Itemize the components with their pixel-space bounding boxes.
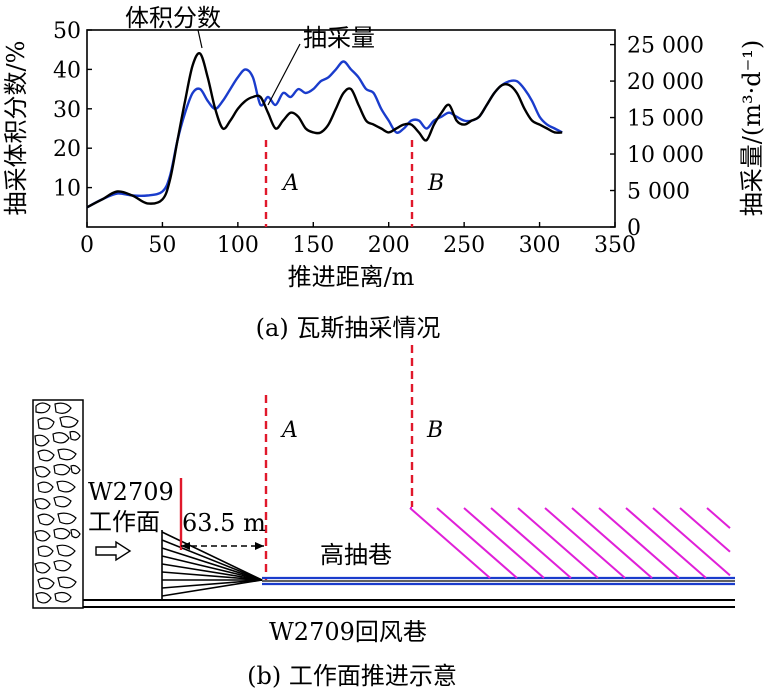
borehole-hatch-line — [598, 507, 680, 579]
y-left-tick-label: 40 — [53, 58, 81, 83]
borehole-hatch — [409, 507, 731, 579]
plot-frame — [86, 29, 616, 228]
series-label-extraction: 抽采量 — [303, 24, 375, 52]
y-right-tick-label: 5 000 — [627, 180, 690, 205]
borehole-hatch-line — [625, 507, 707, 579]
caption-a: (a) 瓦斯抽采情况 — [256, 314, 441, 342]
borehole-hatch-line — [490, 507, 572, 579]
marker-a-label: A — [281, 171, 299, 196]
y-left-tick-label: 30 — [53, 98, 81, 123]
return-roadway-label: W2709回风巷 — [269, 618, 427, 646]
y-right-tick-label: 25 000 — [627, 34, 704, 59]
diagram-b: A B — [32, 345, 735, 690]
high-roadway-label: 高抽巷 — [320, 541, 392, 569]
x-tick-label: 350 — [594, 233, 636, 258]
face-label-text: 工作面 — [88, 508, 160, 536]
distance-arrow-right — [255, 542, 264, 550]
x-tick-label: 150 — [292, 233, 334, 258]
x-tick-labels: 0 50 100 150 200 250 300 350 — [80, 222, 636, 258]
chart-a: A B 体积分数 抽采量 0 50 100 150 200 250 300 350 10203… — [2, 4, 766, 342]
borehole-hatch-line — [706, 507, 731, 529]
y-right-axis-title: 抽采量/(m³·d⁻¹) — [738, 40, 766, 216]
extraction-pointer — [267, 43, 301, 106]
y-right-tick-label: 20 000 — [627, 70, 704, 95]
borehole-hatch-line — [517, 507, 599, 579]
borehole-hatch-line — [544, 507, 626, 579]
face-label-code: W2709 — [88, 478, 174, 506]
borehole-hatch-line — [463, 507, 545, 579]
series-label-volume-fraction: 体积分数 — [125, 4, 221, 32]
y-left-tick-labels: 10 20 30 40 50 — [53, 19, 92, 202]
x-tick-label: 250 — [443, 233, 485, 258]
diagram-marker-b-label: B — [426, 418, 443, 443]
x-tick-label: 200 — [368, 233, 410, 258]
x-tick-label: 50 — [148, 233, 176, 258]
distance-label: 63.5 m — [182, 509, 266, 537]
x-tick-label: 300 — [519, 233, 561, 258]
distance-arrow-left — [181, 542, 190, 550]
caption-b: (b) 工作面推进示意 — [247, 662, 457, 690]
y-right-tick-label: 10 000 — [627, 143, 704, 168]
y-right-tick-label: 15 000 — [627, 107, 704, 132]
x-axis-title: 推进距离/m — [288, 263, 415, 291]
gob-rock-column — [32, 399, 84, 609]
borehole-hatch-line — [436, 507, 518, 579]
y-left-tick-label: 10 — [53, 177, 81, 202]
borehole-hatch-line — [679, 507, 731, 553]
series-extraction-volume-line — [86, 60, 563, 209]
marker-b-label: B — [427, 171, 444, 196]
y-left-axis-title: 抽采体积分数/% — [2, 41, 30, 216]
y-left-tick-label: 20 — [53, 137, 81, 162]
borehole-hatch-line — [409, 507, 491, 579]
y-right-tick-labels: 0 5 000 10 000 15 000 20 000 25 000 — [610, 34, 704, 241]
series-volume-fraction-line — [86, 52, 563, 209]
x-tick-label: 100 — [217, 233, 259, 258]
advance-arrow-icon — [95, 540, 132, 562]
y-right-tick-label: 0 — [627, 216, 641, 241]
borehole-hatch-line — [571, 507, 653, 579]
borehole-hatch-line — [652, 507, 731, 577]
y-left-tick-label: 50 — [53, 19, 81, 44]
diagram-marker-a-label: A — [280, 418, 298, 443]
x-tick-label: 0 — [80, 233, 94, 258]
volume-fraction-pointer — [197, 29, 203, 49]
borehole-fan — [161, 530, 263, 600]
